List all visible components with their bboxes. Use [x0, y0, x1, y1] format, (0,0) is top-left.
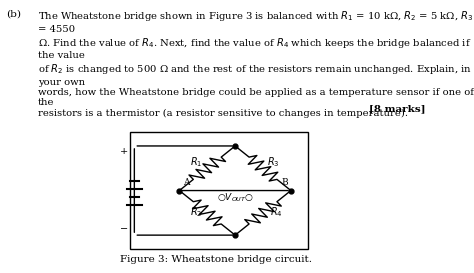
Text: (b): (b): [6, 10, 21, 19]
Text: $R_2$: $R_2$: [191, 206, 203, 219]
Text: −: −: [119, 225, 128, 234]
Text: Figure 3: Wheatstone bridge circuit.: Figure 3: Wheatstone bridge circuit.: [120, 254, 312, 263]
Text: The Wheatstone bridge shown in Figure 3 is balanced with $R_1$ = 10 kΩ, $R_2$ = : The Wheatstone bridge shown in Figure 3 …: [38, 10, 474, 118]
Text: +: +: [119, 147, 128, 156]
Text: $R_4$: $R_4$: [270, 206, 282, 219]
Text: $R_1$: $R_1$: [191, 156, 203, 169]
Text: $○V_{OUT}○$: $○V_{OUT}○$: [217, 191, 254, 203]
Text: A: A: [182, 178, 189, 187]
Text: [8 marks]: [8 marks]: [370, 104, 426, 113]
Text: B: B: [281, 178, 288, 187]
Text: $R_3$: $R_3$: [267, 156, 280, 169]
